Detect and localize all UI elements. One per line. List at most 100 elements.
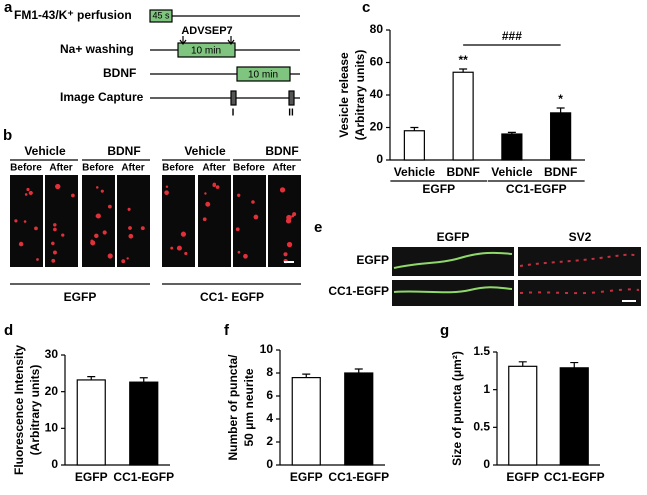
puncta bbox=[212, 183, 216, 188]
header-rules bbox=[10, 159, 301, 285]
panel-letter: f bbox=[224, 322, 230, 339]
error-bar bbox=[570, 361, 579, 368]
puncta bbox=[165, 185, 169, 188]
puncta bbox=[184, 251, 188, 256]
time-label: After bbox=[202, 163, 225, 174]
puncta bbox=[107, 204, 112, 209]
x-tick-label: BDNF bbox=[446, 165, 479, 179]
error-bar bbox=[87, 376, 96, 380]
column-label: SV2 bbox=[569, 230, 592, 244]
micrograph bbox=[233, 175, 266, 267]
puncta bbox=[53, 250, 57, 255]
time-label: After bbox=[49, 163, 72, 174]
y-tick-label: 4 bbox=[266, 411, 273, 425]
x-tick-label: EGFP bbox=[75, 470, 108, 484]
puncta bbox=[202, 217, 207, 222]
puncta bbox=[164, 190, 169, 195]
puncta bbox=[205, 201, 211, 207]
puncta bbox=[279, 187, 286, 193]
y-axis-label: Number of puncta/ bbox=[226, 354, 240, 461]
bar bbox=[550, 112, 572, 161]
puncta bbox=[251, 200, 255, 204]
y-tick-label: 10 bbox=[45, 421, 59, 435]
condition-label: BDNF bbox=[107, 144, 140, 158]
micrographs bbox=[10, 175, 301, 267]
row-label: FM1-43/K⁺ perfusion bbox=[14, 8, 132, 22]
significance: ### bbox=[502, 29, 522, 43]
puncta bbox=[95, 186, 99, 189]
y-tick-label: 0 bbox=[376, 152, 383, 166]
y-tick-label: 0 bbox=[483, 457, 490, 471]
puncta bbox=[128, 226, 132, 230]
puncta bbox=[95, 214, 99, 218]
y-axis-label: (Arbitrary units) bbox=[28, 365, 42, 456]
panel-letter: a bbox=[4, 0, 13, 16]
panel-letter: c bbox=[362, 0, 370, 16]
y-axis-label: Size of puncta (μm²) bbox=[450, 351, 464, 466]
time-label: After bbox=[272, 163, 295, 174]
x-tick-label: EGFP bbox=[506, 470, 539, 484]
puncta bbox=[121, 259, 126, 264]
x-tick-label: EGFP bbox=[290, 470, 323, 484]
error-bar bbox=[556, 107, 565, 113]
puncta bbox=[23, 220, 27, 223]
puncta bbox=[36, 258, 39, 261]
puncta bbox=[55, 183, 61, 190]
puncta bbox=[94, 233, 99, 239]
panel-letter: d bbox=[4, 322, 13, 339]
puncta bbox=[180, 231, 187, 237]
error-bar bbox=[507, 131, 516, 134]
condition-label: Vehicle bbox=[184, 144, 226, 158]
bar bbox=[501, 133, 523, 161]
puncta bbox=[14, 219, 18, 223]
puncta bbox=[53, 223, 57, 227]
puncta bbox=[71, 193, 75, 198]
puncta bbox=[237, 250, 241, 254]
box-text: 10 min bbox=[191, 46, 221, 57]
bar bbox=[76, 379, 106, 466]
y-tick-label: 2 bbox=[266, 434, 273, 448]
puncta bbox=[61, 233, 65, 237]
x-tick-label: CC1-EGFP bbox=[113, 470, 174, 484]
drug-label: ADVSEP7 bbox=[181, 25, 232, 37]
puncta bbox=[253, 214, 259, 220]
error-bar bbox=[139, 377, 148, 383]
capture-label: II bbox=[288, 108, 294, 119]
micrograph bbox=[162, 175, 195, 267]
puncta bbox=[286, 214, 292, 221]
y-tick-label: 0 bbox=[51, 457, 58, 471]
puncta bbox=[170, 246, 174, 250]
box-text: 10 min bbox=[248, 70, 278, 81]
y-tick-label: 20 bbox=[45, 384, 59, 398]
y-tick-label: 10 bbox=[260, 342, 274, 356]
error-bar bbox=[410, 126, 419, 131]
y-axis-label: Fluorescence Intensity bbox=[12, 345, 26, 475]
time-label: Before bbox=[82, 163, 114, 174]
y-tick-label: 40 bbox=[370, 87, 384, 101]
panel-letter: e bbox=[314, 219, 322, 236]
y-tick-label: 8 bbox=[266, 365, 273, 379]
column-label: EGFP bbox=[437, 230, 470, 244]
y-tick-label: 60 bbox=[370, 55, 384, 69]
puncta bbox=[204, 192, 207, 195]
error-bar bbox=[518, 361, 527, 367]
puncta bbox=[140, 226, 145, 231]
panel-letter: g bbox=[440, 322, 449, 339]
x-tick-label: BDNF bbox=[544, 165, 577, 179]
puncta bbox=[102, 230, 107, 235]
timeline bbox=[149, 9, 300, 106]
puncta bbox=[243, 253, 248, 259]
y-tick-label: 6 bbox=[266, 388, 273, 402]
puncta bbox=[237, 193, 241, 197]
bar bbox=[559, 367, 589, 466]
row-label: Na+ washing bbox=[60, 42, 134, 56]
puncta bbox=[24, 193, 28, 196]
micrograph bbox=[117, 175, 150, 267]
x-tick-label: CC1-EGFP bbox=[544, 470, 605, 484]
y-axis-label: (Arbitrary units) bbox=[353, 50, 367, 141]
y-tick-label: 1 bbox=[483, 382, 490, 396]
y-tick-label: 1.5 bbox=[473, 344, 490, 358]
group-label: CC1- EGFP bbox=[200, 290, 264, 304]
